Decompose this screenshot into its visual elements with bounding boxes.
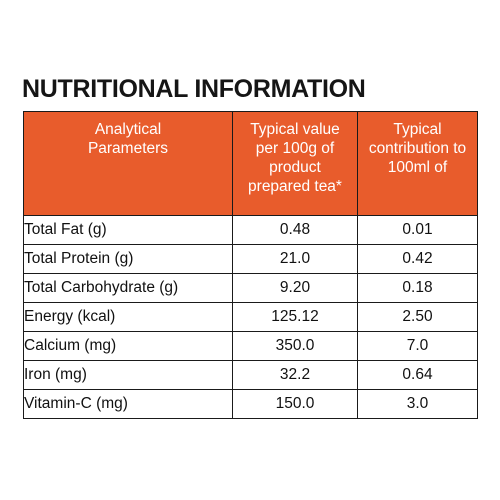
header-line: product (269, 159, 321, 176)
header-typical-value-per-100g: Typical value per 100g of product prepar… (232, 111, 358, 216)
parameter-cell: Vitamin-C (mg) (23, 389, 233, 419)
value-per-100g-cell: 32.2 (232, 360, 358, 390)
table-row: Energy (kcal) 125.12 2.50 (23, 302, 478, 332)
header-line: 100ml of (387, 159, 448, 176)
table-row: Total Fat (g) 0.48 0.01 (23, 215, 478, 245)
header-typical-contribution-100ml: Typical contribution to 100ml of (357, 111, 478, 216)
value-per-100g-cell: 21.0 (232, 244, 358, 274)
parameter-cell: Iron (mg) (23, 360, 233, 390)
value-per-100g-cell: 350.0 (232, 331, 358, 361)
nutrition-table: Analytical Parameters Typical value per … (23, 111, 478, 419)
table-row: Iron (mg) 32.2 0.64 (23, 360, 478, 390)
header-line: per 100g of (255, 140, 335, 157)
parameter-cell: Total Protein (g) (23, 244, 233, 274)
value-per-100ml-cell: 0.01 (357, 215, 478, 245)
page-title: NUTRITIONAL INFORMATION (22, 75, 366, 103)
header-line: Analytical (94, 121, 162, 138)
header-analytical-parameters: Analytical Parameters (23, 111, 233, 216)
header-line: contribution to (368, 140, 467, 157)
table-header-row: Analytical Parameters Typical value per … (23, 111, 478, 216)
parameter-cell: Total Carbohydrate (g) (23, 273, 233, 303)
value-per-100ml-cell: 7.0 (357, 331, 478, 361)
value-per-100ml-cell: 2.50 (357, 302, 478, 332)
header-line: prepared tea* (248, 178, 342, 195)
value-per-100g-cell: 9.20 (232, 273, 358, 303)
table-row: Total Protein (g) 21.0 0.42 (23, 244, 478, 274)
value-per-100ml-cell: 0.42 (357, 244, 478, 274)
value-per-100g-cell: 0.48 (232, 215, 358, 245)
value-per-100g-cell: 125.12 (232, 302, 358, 332)
value-per-100ml-cell: 3.0 (357, 389, 478, 419)
table-row: Vitamin-C (mg) 150.0 3.0 (23, 389, 478, 419)
header-line: Typical (393, 121, 442, 138)
parameter-cell: Total Fat (g) (23, 215, 233, 245)
parameter-cell: Energy (kcal) (23, 302, 233, 332)
value-per-100g-cell: 150.0 (232, 389, 358, 419)
table-row: Total Carbohydrate (g) 9.20 0.18 (23, 273, 478, 303)
table-row: Calcium (mg) 350.0 7.0 (23, 331, 478, 361)
header-line: Parameters (87, 140, 169, 157)
value-per-100ml-cell: 0.64 (357, 360, 478, 390)
parameter-cell: Calcium (mg) (23, 331, 233, 361)
value-per-100ml-cell: 0.18 (357, 273, 478, 303)
header-line: Typical value (250, 121, 340, 138)
